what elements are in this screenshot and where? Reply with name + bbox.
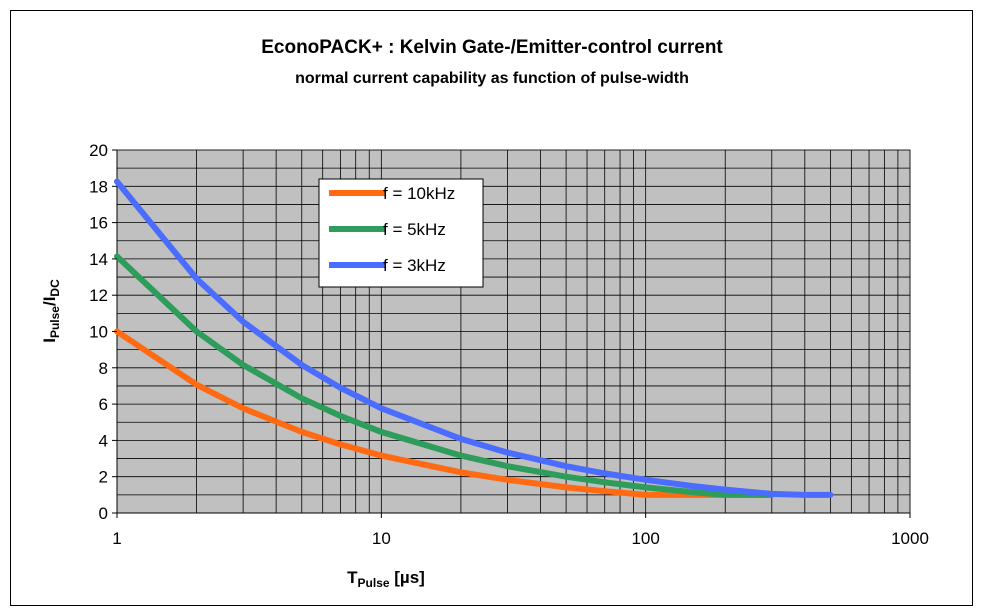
legend-label-1: f = 10kHz	[383, 184, 455, 203]
x-axis-label: TPulse [µs]	[347, 568, 425, 590]
chart-svg: EconoPACK+ : Kelvin Gate-/Emitter-contro…	[40, 37, 929, 590]
x-tick-label: 10	[372, 529, 391, 548]
y-tick-label: 10	[89, 323, 108, 342]
y-tick-label: 8	[99, 359, 108, 378]
grid-layer	[116, 149, 911, 514]
legend: f = 10kHz f = 5kHz f = 3kHz	[318, 178, 484, 288]
x-tick-label: 1000	[891, 529, 929, 548]
legend-label-3: f = 3kHz	[383, 256, 446, 275]
y-tick-label: 6	[99, 395, 108, 414]
chart-frame: EconoPACK+ : Kelvin Gate-/Emitter-contro…	[10, 10, 973, 606]
legend-box	[318, 178, 484, 288]
series-line-3	[114, 178, 834, 498]
y-axis-label: IPulse/IDC	[40, 279, 62, 343]
y-tick-label: 0	[99, 504, 108, 523]
x-tick-label: 1	[112, 529, 121, 548]
tick-layer: 0 2 4 6 8 10 12 14 16 18 20 1 10 100 1000	[89, 141, 929, 548]
series-line-2	[114, 253, 775, 498]
x-axis-label-sub: Pulse	[358, 576, 390, 590]
x-axis-label-main: T	[347, 568, 358, 587]
y-tick-label: 2	[99, 468, 108, 487]
y-axis-label-sub1: Pulse	[48, 306, 62, 338]
y-tick-label: 14	[89, 250, 108, 269]
y-tick-label: 18	[89, 177, 108, 196]
y-axis-label-main: I	[40, 338, 59, 343]
chart-subtitle: normal current capability as function of…	[295, 70, 689, 87]
x-tick-label: 100	[631, 529, 659, 548]
series-layer	[114, 178, 834, 498]
legend-label-2: f = 5kHz	[383, 220, 446, 239]
chart-title: EconoPACK+ : Kelvin Gate-/Emitter-contro…	[261, 37, 723, 58]
y-tick-label: 12	[89, 286, 108, 305]
y-axis-label-mid: /I	[40, 297, 59, 306]
y-tick-label: 4	[99, 431, 108, 450]
y-tick-label: 16	[89, 214, 108, 233]
y-tick-label: 20	[89, 141, 108, 160]
series-line-1	[114, 328, 729, 498]
y-axis-label-sub2: DC	[48, 279, 62, 297]
x-axis-label-rest: [µs]	[390, 568, 425, 587]
